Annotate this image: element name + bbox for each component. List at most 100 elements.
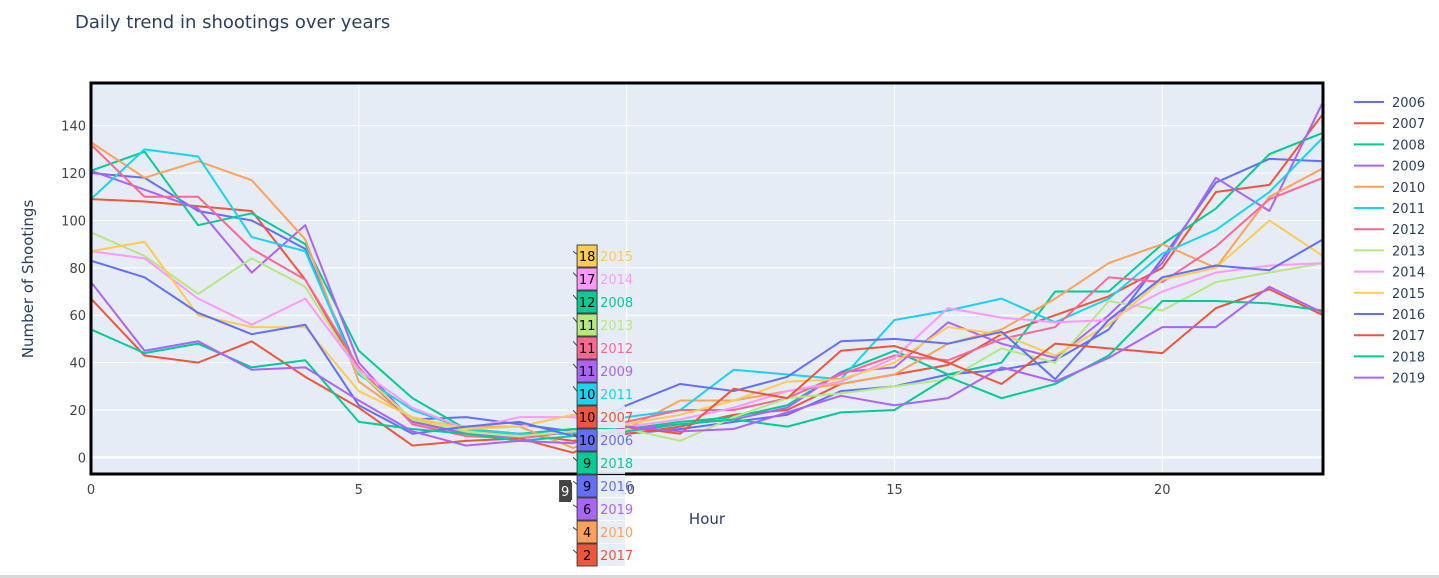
hover-series-name: 2009 <box>600 365 633 380</box>
hover-series-name: 2008 <box>600 296 633 311</box>
legend-item-2010[interactable]: 2010 <box>1354 181 1425 196</box>
y-tick-label: 60 <box>69 309 86 324</box>
series-line-2010[interactable] <box>90 141 1324 449</box>
hover-series-name: 2018 <box>600 457 633 472</box>
legend-label: 2009 <box>1392 160 1425 175</box>
legend-label: 2017 <box>1392 329 1425 344</box>
legend-item-2015[interactable]: 2015 <box>1354 287 1425 302</box>
hover-label-2014: 17 2014 <box>572 267 633 291</box>
legend-label: 2016 <box>1392 308 1425 323</box>
legend-label: 2019 <box>1392 372 1425 387</box>
legend-label: 2015 <box>1392 287 1425 302</box>
hover-value: 10 <box>579 434 596 449</box>
hover-value: 11 <box>579 342 596 357</box>
legend-label: 2010 <box>1392 181 1425 196</box>
window-bottom-edge <box>0 575 1439 578</box>
legend-item-2014[interactable]: 2014 <box>1354 266 1425 281</box>
legend-item-2011[interactable]: 2011 <box>1354 202 1425 217</box>
hover-label-2017: 2 2017 <box>572 543 633 567</box>
legend-label: 2006 <box>1392 96 1425 111</box>
hover-value: 18 <box>579 250 596 265</box>
y-tick-label: 0 <box>78 451 86 466</box>
hover-value: 10 <box>579 388 596 403</box>
series-line-2016[interactable] <box>90 238 1324 438</box>
hover-series-name: 2015 <box>600 250 633 265</box>
hover-label-2011: 10 2011 <box>572 382 633 406</box>
series-line-2008[interactable] <box>90 131 1324 435</box>
legend-label: 2018 <box>1392 350 1425 365</box>
x-axis-title: Hour <box>689 510 726 528</box>
hover-value-box <box>576 382 598 406</box>
hover-label-2006: 10 2006 <box>572 428 633 452</box>
legend-item-2017[interactable]: 2017 <box>1354 329 1425 344</box>
hover-series-name: 2006 <box>600 434 633 449</box>
legend-item-2016[interactable]: 2016 <box>1354 308 1425 323</box>
legend-item-2012[interactable]: 2012 <box>1354 223 1425 238</box>
hover-value: 11 <box>579 365 596 380</box>
x-tick-label: 0 <box>87 483 95 498</box>
hover-label-2019: 6 2019 <box>572 497 633 521</box>
y-tick-label: 20 <box>69 404 86 419</box>
hover-value: 9 <box>583 457 591 472</box>
hover-value-box <box>576 244 598 268</box>
legend-label: 2011 <box>1392 202 1425 217</box>
x-tick-label: 20 <box>1154 483 1171 498</box>
hover-value: 12 <box>579 296 596 311</box>
legend-item-2007[interactable]: 2007 <box>1354 117 1425 132</box>
hover-series-name: 2010 <box>600 526 633 541</box>
hover-value-box <box>576 359 598 383</box>
hover-series-name: 2012 <box>600 342 633 357</box>
legend-item-2013[interactable]: 2013 <box>1354 244 1425 259</box>
y-tick-label: 100 <box>61 214 86 229</box>
legend-label: 2013 <box>1392 244 1425 259</box>
series-line-2019[interactable] <box>90 281 1324 447</box>
hover-label-2018: 9 2018 <box>572 451 633 475</box>
legend[interactable]: 2006 2007 2008 2009 2010 2011 2012 2013 2014 2015… <box>1354 96 1425 387</box>
y-tick-label: 40 <box>69 357 86 372</box>
chart-title: Daily trend in shootings over years <box>75 12 390 33</box>
legend-item-2008[interactable]: 2008 <box>1354 138 1425 153</box>
y-tick-label: 80 <box>69 262 86 277</box>
series-line-2011[interactable] <box>90 136 1324 435</box>
hover-label-2013: 11 2013 <box>572 313 633 337</box>
hover-value-box <box>576 313 598 337</box>
series-line-2013[interactable] <box>90 231 1324 442</box>
hover-value-box <box>576 474 598 498</box>
series-lines[interactable] <box>90 101 1324 454</box>
y-tick-label: 120 <box>61 167 86 182</box>
series-line-2017[interactable] <box>90 288 1324 454</box>
hover-label-2010: 4 2010 <box>572 520 633 544</box>
legend-item-2009[interactable]: 2009 <box>1354 160 1425 175</box>
legend-item-2006[interactable]: 2006 <box>1354 96 1425 111</box>
hover-value: 6 <box>583 503 591 518</box>
hover-tooltip: 9 18 2015 17 2014 12 2008 11 2013 11 2012 11 2009 10 2… <box>559 244 633 567</box>
hover-series-name: 2013 <box>600 319 633 334</box>
hover-label-2015: 18 2015 <box>572 244 633 268</box>
plot-frame <box>89 81 1325 476</box>
hover-value-box <box>576 405 598 429</box>
hover-axis-label: 9 <box>561 485 569 500</box>
hover-value-box <box>576 520 598 544</box>
legend-item-2018[interactable]: 2018 <box>1354 350 1425 365</box>
legend-label: 2012 <box>1392 223 1425 238</box>
hover-value: 11 <box>579 319 596 334</box>
hover-value: 4 <box>583 526 591 541</box>
hover-series-name: 2007 <box>600 411 633 426</box>
legend-item-2019[interactable]: 2019 <box>1354 372 1425 387</box>
hover-series-name: 2016 <box>600 480 633 495</box>
hover-label-2008: 12 2008 <box>572 290 633 314</box>
gridlines <box>91 83 1323 474</box>
series-line-2018[interactable] <box>90 300 1324 442</box>
hover-value: 9 <box>583 480 591 495</box>
legend-label: 2008 <box>1392 138 1425 153</box>
hover-value: 17 <box>579 273 596 288</box>
series-line-2014[interactable] <box>90 250 1324 430</box>
hover-value: 10 <box>579 411 596 426</box>
hover-axis-box <box>559 480 572 502</box>
hover-value: 2 <box>583 549 591 564</box>
hover-label-2012: 11 2012 <box>572 336 633 360</box>
x-tick-label: 15 <box>886 483 903 498</box>
hover-value-box <box>576 451 598 475</box>
y-tick-label: 140 <box>61 120 86 135</box>
